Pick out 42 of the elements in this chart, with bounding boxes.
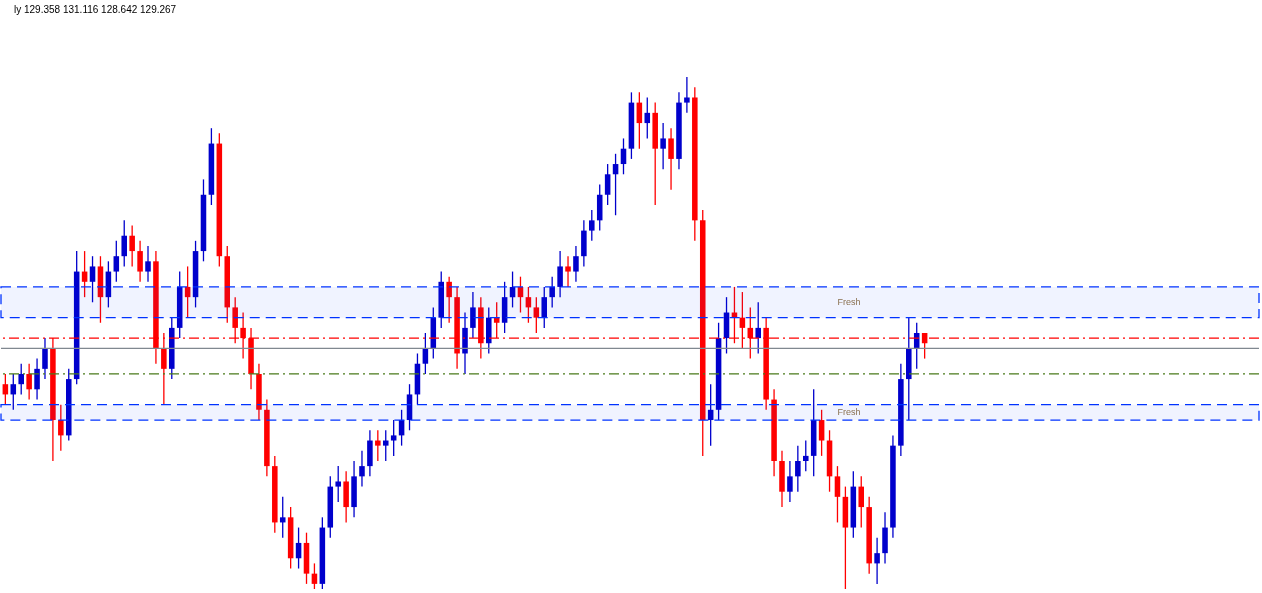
candlestick [644, 96, 651, 140]
candlestick [89, 255, 96, 303]
candlestick [129, 224, 135, 268]
candlestick [390, 419, 397, 457]
band-label: Fresh [837, 407, 861, 418]
candlestick [121, 219, 128, 268]
candlestick [834, 465, 841, 524]
candlestick [589, 209, 595, 242]
candlestick [113, 240, 120, 283]
candlestick [541, 286, 548, 329]
candlestick [470, 291, 476, 339]
candlestick [787, 460, 793, 503]
candlestick [145, 245, 151, 283]
candlestick [684, 76, 690, 114]
candlestick [858, 475, 865, 529]
candlestick [660, 122, 666, 170]
candlestick [34, 357, 40, 401]
candlestick [557, 250, 563, 298]
candlestick [818, 409, 825, 457]
candlestick [755, 301, 761, 355]
candlestick [375, 429, 381, 462]
candlestick [58, 404, 64, 452]
candlestick [359, 450, 365, 488]
candlestick [382, 429, 389, 462]
band-label: Fresh [837, 297, 861, 308]
candlestick [137, 240, 143, 283]
candlestick [573, 245, 579, 283]
candlestick [604, 163, 611, 206]
candlestick [874, 537, 880, 585]
candlestick [335, 465, 341, 503]
candlestick [26, 363, 32, 401]
candlestick [18, 363, 24, 396]
candlestick [802, 439, 809, 472]
candlestick [533, 296, 540, 334]
candlestick [668, 127, 674, 191]
candlestick [565, 255, 571, 288]
candlestick [279, 496, 286, 539]
candlestick [795, 444, 801, 493]
candlestick [42, 337, 48, 380]
candlestick [549, 276, 555, 309]
candlestick [446, 276, 452, 324]
text: ly 129.358 131.116 128.642 129.267 [14, 4, 177, 15]
